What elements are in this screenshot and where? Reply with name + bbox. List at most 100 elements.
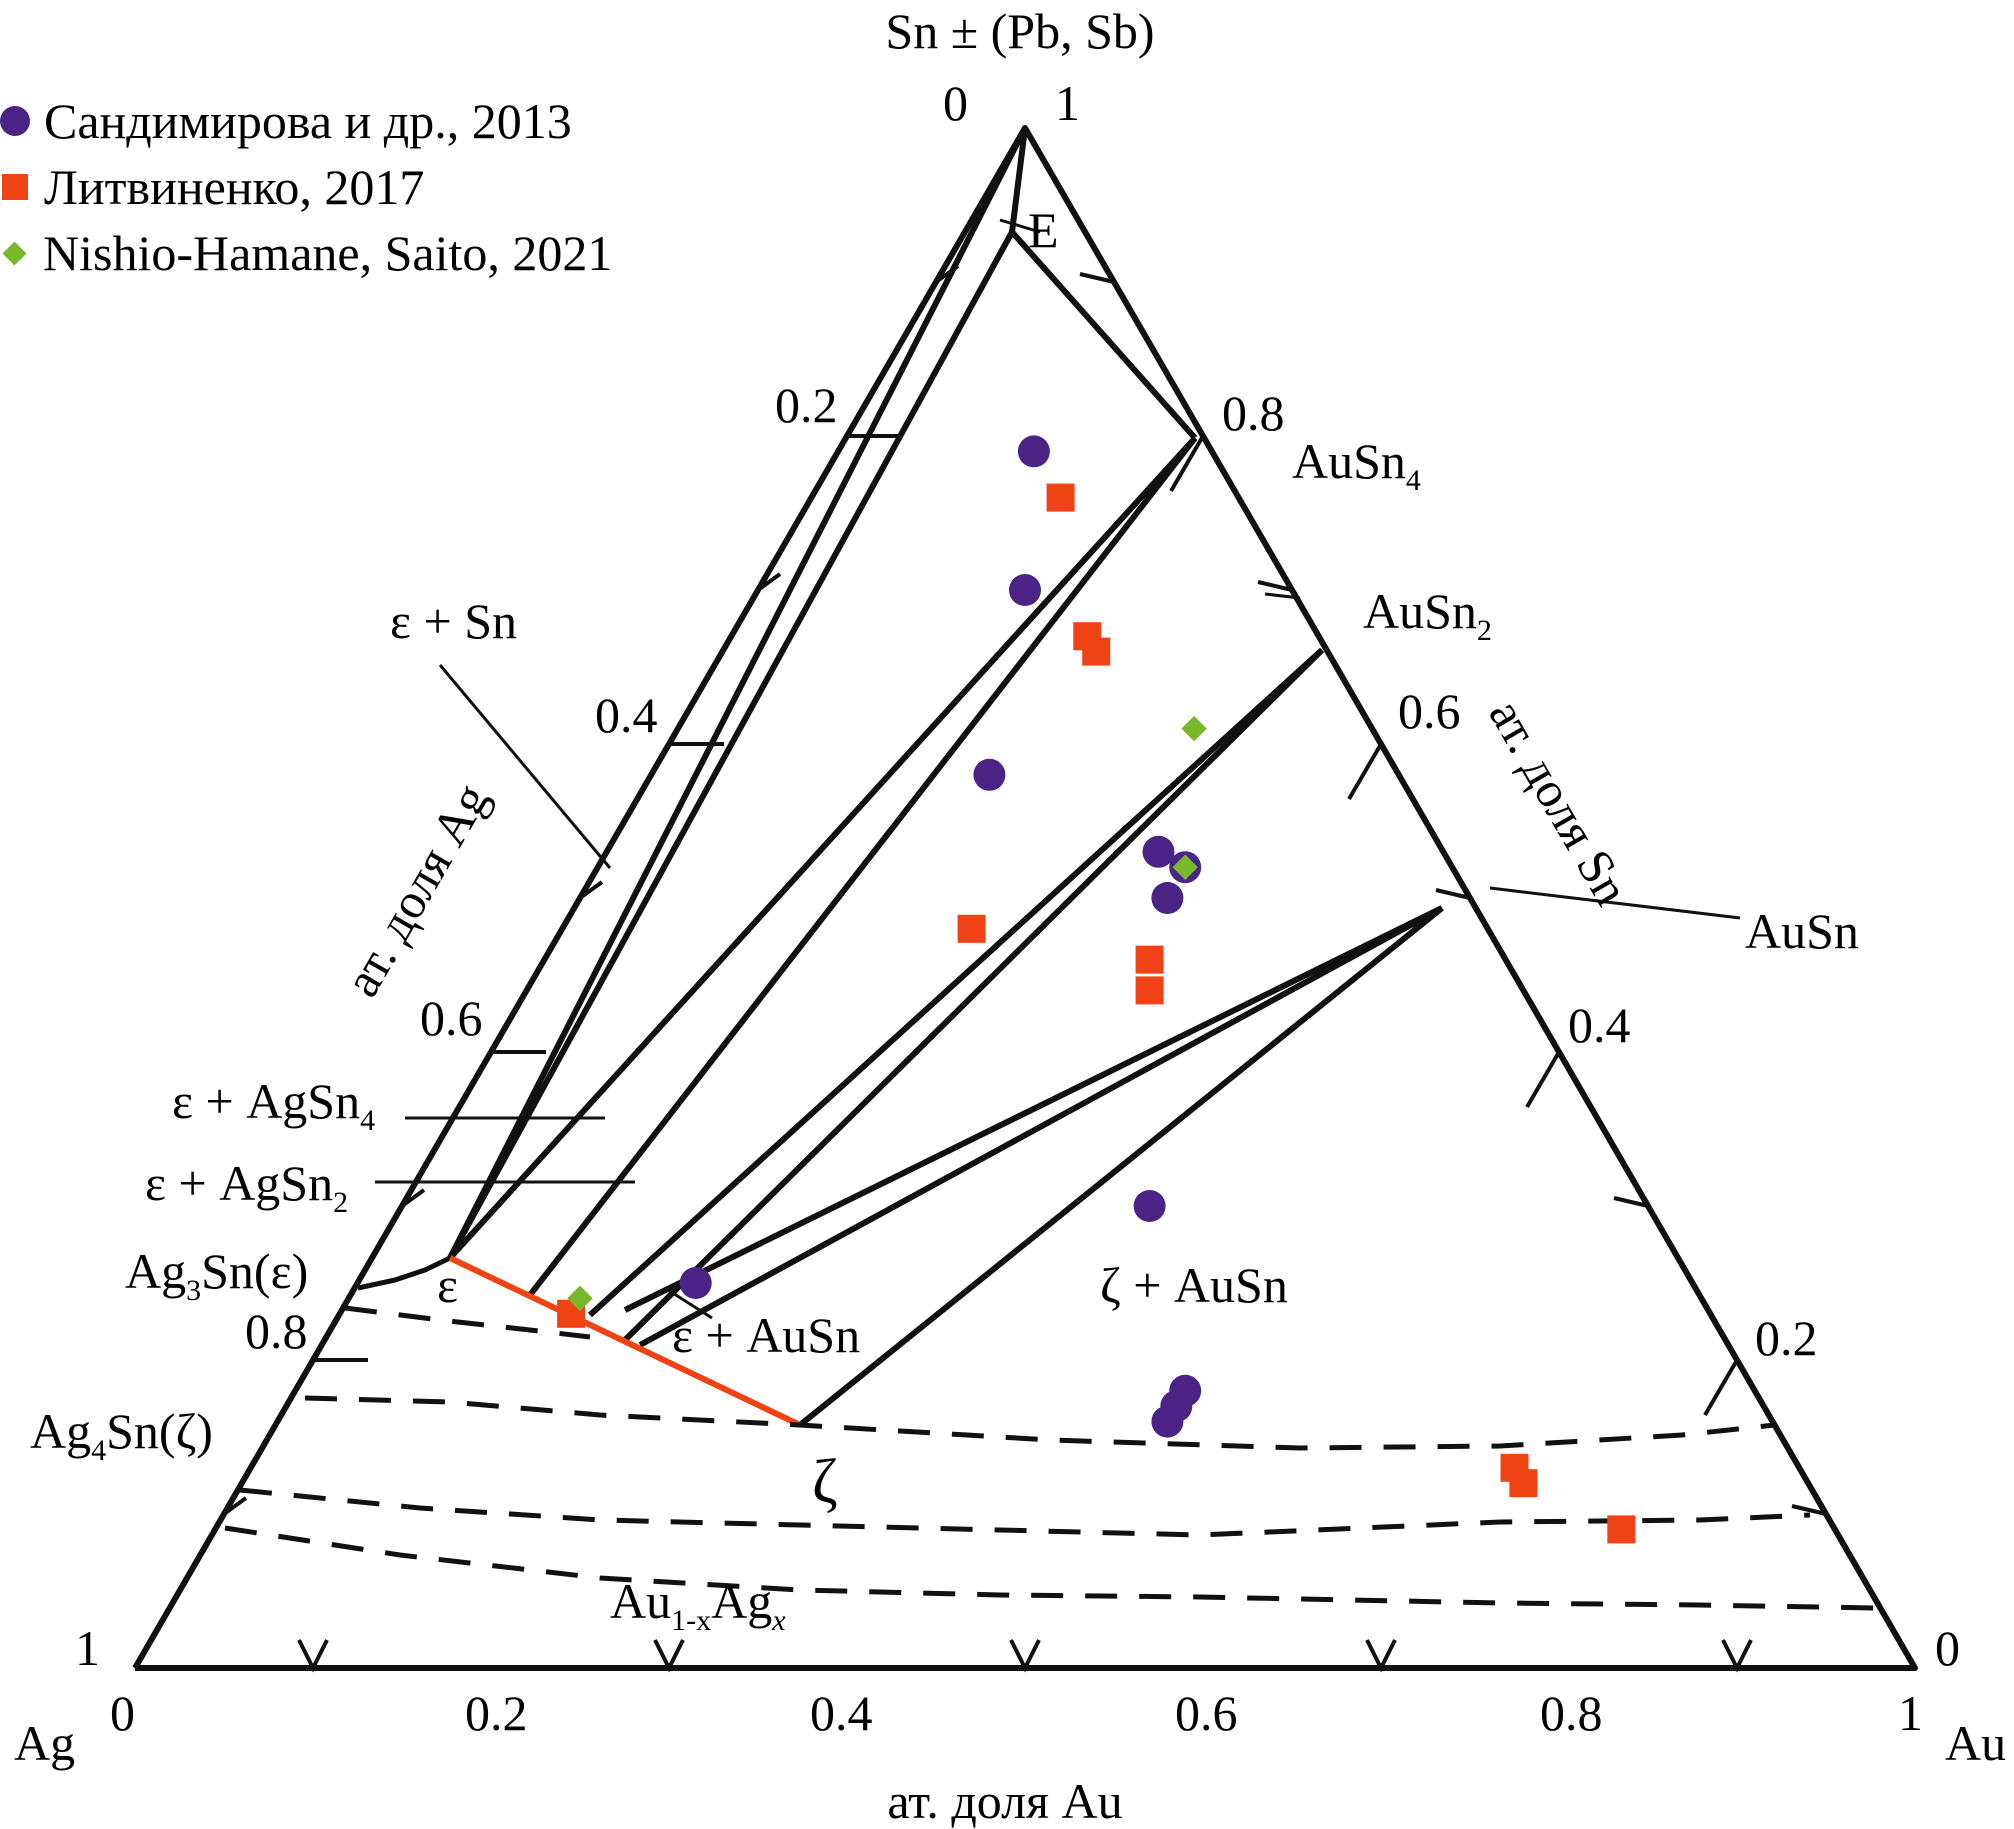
dashed-boundary-1 bbox=[344, 1305, 591, 1340]
data-points bbox=[557, 435, 1636, 1544]
ausn2-eps-tie-line bbox=[587, 647, 1325, 1318]
sn-axis-minor-tick bbox=[1791, 1504, 1827, 1516]
sandimirova-point bbox=[1142, 835, 1175, 868]
legend-label: Nishio-Hamane, Saito, 2021 bbox=[43, 225, 613, 281]
ausn-zeta-tie-line bbox=[798, 905, 1444, 1428]
ausn2-leader bbox=[1264, 592, 1301, 600]
litvinenko-point bbox=[957, 914, 986, 943]
solid-solution-label: Au1-xAgx bbox=[610, 1573, 786, 1637]
ag-tick-1: 1 bbox=[75, 1620, 100, 1676]
ag3sn-label: Ag3Sn(ε) bbox=[125, 1243, 308, 1307]
diagram-structure bbox=[132, 125, 1918, 1673]
ausn-eps-tie-line-2 bbox=[638, 905, 1444, 1348]
sn-axis-tick bbox=[1703, 1358, 1739, 1417]
litvinenko-point bbox=[1607, 1515, 1636, 1544]
au-axis-tick bbox=[1365, 1639, 1397, 1673]
ausn-eps-tie-line bbox=[623, 905, 1444, 1313]
sn-axis-minor-tick bbox=[1435, 888, 1471, 900]
dashed-boundary-2 bbox=[304, 1395, 1776, 1451]
au-tick-0.6: 0.6 bbox=[1175, 1685, 1238, 1741]
eutectic-e-label: E bbox=[1028, 202, 1059, 258]
e-mark-line bbox=[999, 218, 1041, 234]
ausn4-eps-tie-line-2 bbox=[527, 436, 1198, 1297]
eutectic-line bbox=[1009, 127, 1028, 233]
sn-axis-minor-tick bbox=[1613, 1196, 1649, 1208]
ag-axis-label: ат. доля Ag bbox=[333, 774, 499, 1006]
eps-boundary-curve bbox=[357, 1255, 452, 1291]
eps-ausn-label: ε + AuSn bbox=[672, 1307, 860, 1363]
au-axis-tick bbox=[1721, 1639, 1753, 1673]
sn-axis-minor-tick bbox=[1257, 580, 1293, 592]
sn-axis-tick bbox=[1169, 434, 1205, 493]
ag4sn-label: Ag4Sn(ζ) bbox=[30, 1403, 213, 1467]
ausn4-eps-tie-line bbox=[447, 435, 1198, 1261]
ausn2-eps-tie-line-2 bbox=[622, 647, 1325, 1343]
sn-eps-tie-line bbox=[447, 126, 1028, 1260]
litvinenko-point bbox=[1135, 976, 1164, 1005]
diamond-marker-icon bbox=[2, 240, 27, 266]
dashed-boundary-3 bbox=[239, 1487, 1811, 1538]
ag-tick-0.4: 0.4 bbox=[595, 687, 658, 743]
ausn-label: AuSn bbox=[1745, 903, 1859, 959]
vertex-label-ag: Ag bbox=[14, 1715, 75, 1771]
ausn2-label: AuSn2 bbox=[1363, 583, 1492, 647]
vertex-label-au: Au bbox=[1945, 1715, 2006, 1771]
nishio-point bbox=[1181, 715, 1207, 742]
legend-item-sandimirova: Сандимирова и др., 2013 bbox=[0, 88, 612, 154]
au-axis-tick bbox=[653, 1639, 685, 1673]
au-axis-tick bbox=[297, 1639, 329, 1673]
sandimirova-point bbox=[679, 1267, 712, 1299]
au-axis-label: ат. доля Au bbox=[887, 1773, 1122, 1829]
litvinenko-point bbox=[1082, 637, 1111, 666]
sn-axis-tick bbox=[1525, 1050, 1561, 1109]
litvinenko-point bbox=[1509, 1469, 1538, 1498]
sandimirova-point bbox=[1151, 1405, 1184, 1438]
square-marker-icon bbox=[2, 174, 28, 200]
eps-sn-label: ε + Sn bbox=[390, 593, 517, 649]
legend: Сандимирова и др., 2013 Литвиненко, 2017… bbox=[0, 88, 612, 286]
ag-axis-minor-tick bbox=[756, 572, 782, 592]
sandimirova-point bbox=[973, 758, 1006, 791]
ausn4-label: AuSn4 bbox=[1292, 433, 1421, 497]
ag-tick-0.8: 0.8 bbox=[245, 1303, 308, 1359]
eps-agsn4-label: ε + AgSn4 bbox=[172, 1073, 375, 1137]
au-tick-0.2: 0.2 bbox=[465, 1685, 528, 1741]
legend-item-nishio: Nishio-Hamane, Saito, 2021 bbox=[0, 220, 612, 286]
au-tick-0.4: 0.4 bbox=[810, 1685, 873, 1741]
litvinenko-point bbox=[1135, 945, 1164, 974]
eutectic-to-ausn4-line bbox=[1009, 230, 1198, 440]
circle-marker-icon bbox=[0, 106, 30, 136]
au-tick-1: 1 bbox=[1898, 1685, 1923, 1741]
eps-agsn2-label: ε + AgSn2 bbox=[145, 1155, 348, 1219]
sandimirova-point bbox=[1151, 882, 1184, 914]
litvinenko-point bbox=[1046, 483, 1075, 512]
eps-sn-leader bbox=[438, 664, 612, 869]
legend-label: Сандимирова и др., 2013 bbox=[44, 93, 572, 149]
eps-zeta-tie-line bbox=[448, 1255, 802, 1428]
ag-tick-0.2: 0.2 bbox=[775, 377, 838, 433]
e-eps-tie-line bbox=[447, 230, 1015, 1260]
sn-tick-0.2: 0.2 bbox=[1755, 1310, 1818, 1366]
sn-tick-0: 0 bbox=[1935, 1620, 1960, 1676]
ausn-leader bbox=[1489, 886, 1741, 920]
au-axis-tick bbox=[1009, 1639, 1041, 1673]
eps-ausn-leader bbox=[667, 1288, 713, 1320]
title-sn-vertex: Sn ± (Pb, Sb) bbox=[885, 3, 1154, 59]
dashed-boundary-4 bbox=[224, 1525, 1876, 1611]
sn-axis-tick bbox=[1347, 742, 1383, 801]
sandimirova-point bbox=[1009, 574, 1041, 606]
ag-axis-minor-tick bbox=[400, 1188, 426, 1208]
epsilon-label: ε bbox=[437, 1257, 458, 1313]
zeta-label: ζ bbox=[812, 1448, 838, 1516]
au-tick-0.8: 0.8 bbox=[1540, 1685, 1603, 1741]
sn-tick-0.4: 0.4 bbox=[1568, 997, 1631, 1053]
au-tick-0: 0 bbox=[110, 1685, 135, 1741]
ag-tick-0: 0 bbox=[943, 75, 968, 131]
sn-tick-1: 1 bbox=[1055, 75, 1080, 131]
sn-axis-minor-tick bbox=[1079, 272, 1115, 284]
sandimirova-point bbox=[1133, 1190, 1166, 1222]
sandimirova-point bbox=[1017, 435, 1050, 468]
sn-tick-0.6: 0.6 bbox=[1398, 683, 1461, 739]
legend-item-litvinenko: Литвиненко, 2017 bbox=[0, 154, 612, 220]
ag-tick-0.6: 0.6 bbox=[420, 990, 483, 1046]
